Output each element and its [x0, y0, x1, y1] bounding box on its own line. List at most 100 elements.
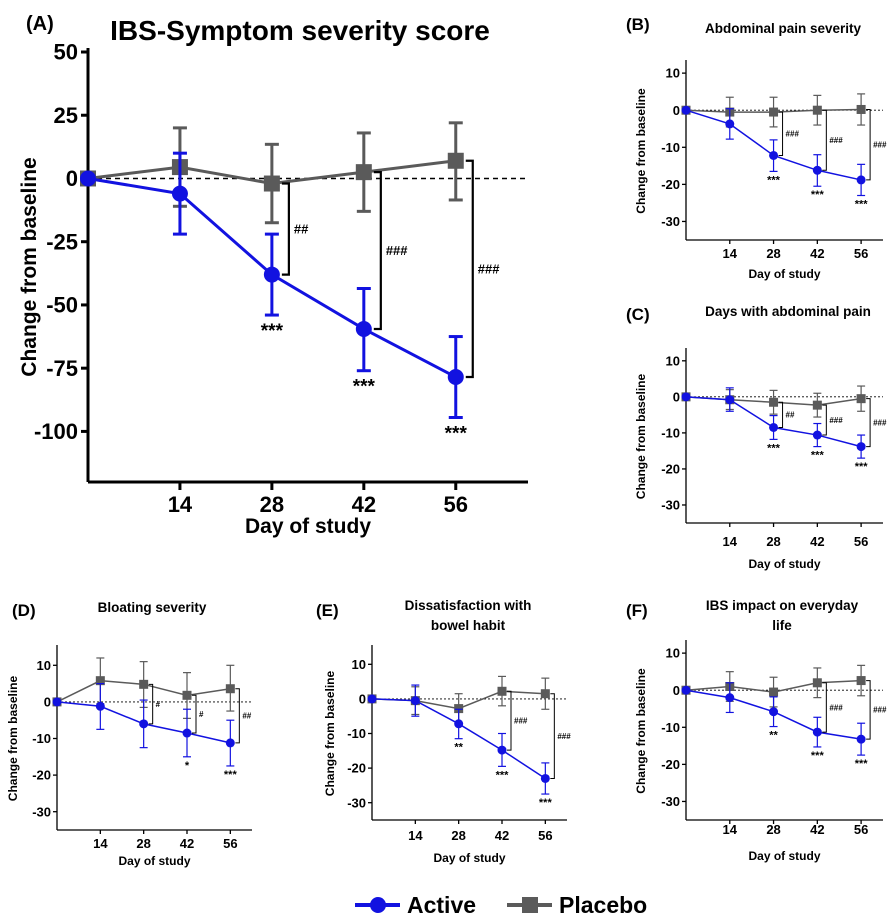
x-tick-label: 56: [538, 828, 552, 843]
x-tick-label: 42: [495, 828, 509, 843]
significance-label: ***: [855, 461, 869, 473]
y-tick-label: -30: [32, 804, 51, 819]
legend-placebo-marker: [522, 897, 538, 913]
legend-active-marker: [370, 897, 386, 913]
bracket-label: #: [199, 710, 204, 719]
chart-panel-b: (B) Abdominal pain severity 10 0 -10 -20 -30 14…: [626, 15, 887, 281]
chart-panels: (A) IBS-Symptom severity score 50 25 0 -25 -50…: [6, 13, 887, 868]
significance-label: **: [454, 742, 463, 754]
x-tick-label: 28: [451, 828, 465, 843]
panel-label: (D): [12, 601, 36, 620]
y-tick-label: -75: [46, 356, 78, 381]
x-tick-label: 28: [766, 822, 780, 837]
y-tick-label: 0: [66, 166, 78, 191]
data-point: [447, 369, 464, 386]
bracket-label: ###: [873, 418, 887, 427]
y-axis-label: Change from baseline: [323, 671, 337, 797]
significance-label: ***: [811, 450, 825, 462]
x-tick-label: 28: [766, 246, 780, 261]
y-tick-label: -30: [347, 795, 366, 810]
data-point: [769, 422, 779, 432]
x-tick-label: 14: [723, 246, 738, 261]
series-active: ****: [52, 682, 237, 781]
y-tick-label: -30: [661, 498, 680, 513]
bracket-label: ###: [873, 706, 887, 715]
bracket-label: ##: [294, 222, 309, 237]
series-placebo: [681, 385, 866, 418]
series-placebo: [681, 93, 866, 128]
chart-title-line: bowel habit: [431, 618, 506, 633]
bracket-label: ###: [478, 261, 500, 276]
chart-title: Days with abdominal pain: [705, 304, 871, 319]
y-axis-label: Change from baseline: [634, 668, 648, 794]
panel-label: (B): [626, 15, 650, 34]
data-point: [681, 392, 691, 402]
y-tick-label: -10: [661, 425, 680, 440]
comparison-bracket: [465, 159, 474, 379]
y-tick-label: -100: [34, 419, 78, 444]
y-axis-label: Change from baseline: [18, 157, 41, 376]
data-point: [681, 685, 691, 695]
data-point: [171, 185, 188, 202]
y-tick-label: -20: [661, 461, 680, 476]
y-tick-label: 10: [666, 646, 680, 661]
comparison-bracket: [866, 680, 871, 740]
x-tick-label: 14: [408, 828, 423, 843]
y-tick-label: 10: [666, 66, 680, 81]
x-axis-label: Day of study: [748, 267, 820, 281]
bracket-label: ###: [829, 703, 843, 712]
data-point: [355, 320, 372, 337]
y-tick-label: 10: [666, 353, 680, 368]
comparison-bracket: [550, 693, 555, 779]
data-point: [225, 738, 235, 748]
x-tick-label: 56: [223, 836, 237, 851]
comparison-bracket: [148, 683, 154, 725]
legend-placebo-label: Placebo: [559, 892, 647, 917]
panel-label: (E): [316, 601, 339, 620]
data-point: [355, 164, 372, 181]
x-tick-label: 28: [260, 492, 284, 517]
x-tick-label: 28: [136, 836, 150, 851]
data-point: [95, 676, 105, 686]
series-placebo: [80, 121, 464, 225]
comparison-bracket: [373, 171, 382, 331]
data-point: [812, 165, 822, 175]
y-tick-label: 10: [352, 657, 366, 672]
comparison-bracket: [822, 404, 827, 436]
bracket-label: ###: [557, 732, 571, 741]
data-point: [454, 704, 464, 714]
data-point: [367, 694, 377, 704]
significance-label: ***: [767, 174, 781, 186]
data-point: [769, 107, 779, 117]
data-point: [856, 442, 866, 452]
data-point: [856, 676, 866, 686]
data-point: [95, 701, 105, 711]
panel-label: (A): [26, 13, 54, 35]
comparison-bracket: [822, 109, 827, 171]
x-tick-label: 42: [180, 836, 194, 851]
significance-label: ***: [855, 758, 869, 770]
x-tick-label: 14: [723, 534, 738, 549]
comparison-bracket: [778, 401, 784, 428]
chart-panel-d: (D) Bloating severity 10 0 -10 -20 -30 14 28 42 56…: [6, 600, 252, 868]
y-tick-label: 10: [37, 658, 51, 673]
data-point: [812, 727, 822, 737]
data-point: [856, 175, 866, 185]
x-tick-label: 56: [444, 492, 468, 517]
data-point: [812, 678, 822, 688]
significance-label: ***: [855, 199, 869, 211]
y-axis-label: Change from baseline: [634, 88, 648, 214]
x-axis-label: Day of study: [433, 851, 505, 865]
data-point: [812, 400, 822, 410]
y-tick-label: -30: [661, 214, 680, 229]
data-point: [540, 773, 550, 783]
data-point: [410, 696, 420, 706]
significance-label: ***: [261, 321, 284, 342]
data-point: [139, 679, 149, 689]
y-tick-label: 0: [673, 683, 680, 698]
chart-panel-a: (A) IBS-Symptom severity score 50 25 0 -25 -50…: [18, 13, 528, 538]
bracket-label: ###: [386, 243, 408, 258]
bracket-label: ###: [829, 136, 843, 145]
data-point: [725, 395, 735, 405]
chart-title: IBS-Symptom severity score: [110, 15, 490, 46]
